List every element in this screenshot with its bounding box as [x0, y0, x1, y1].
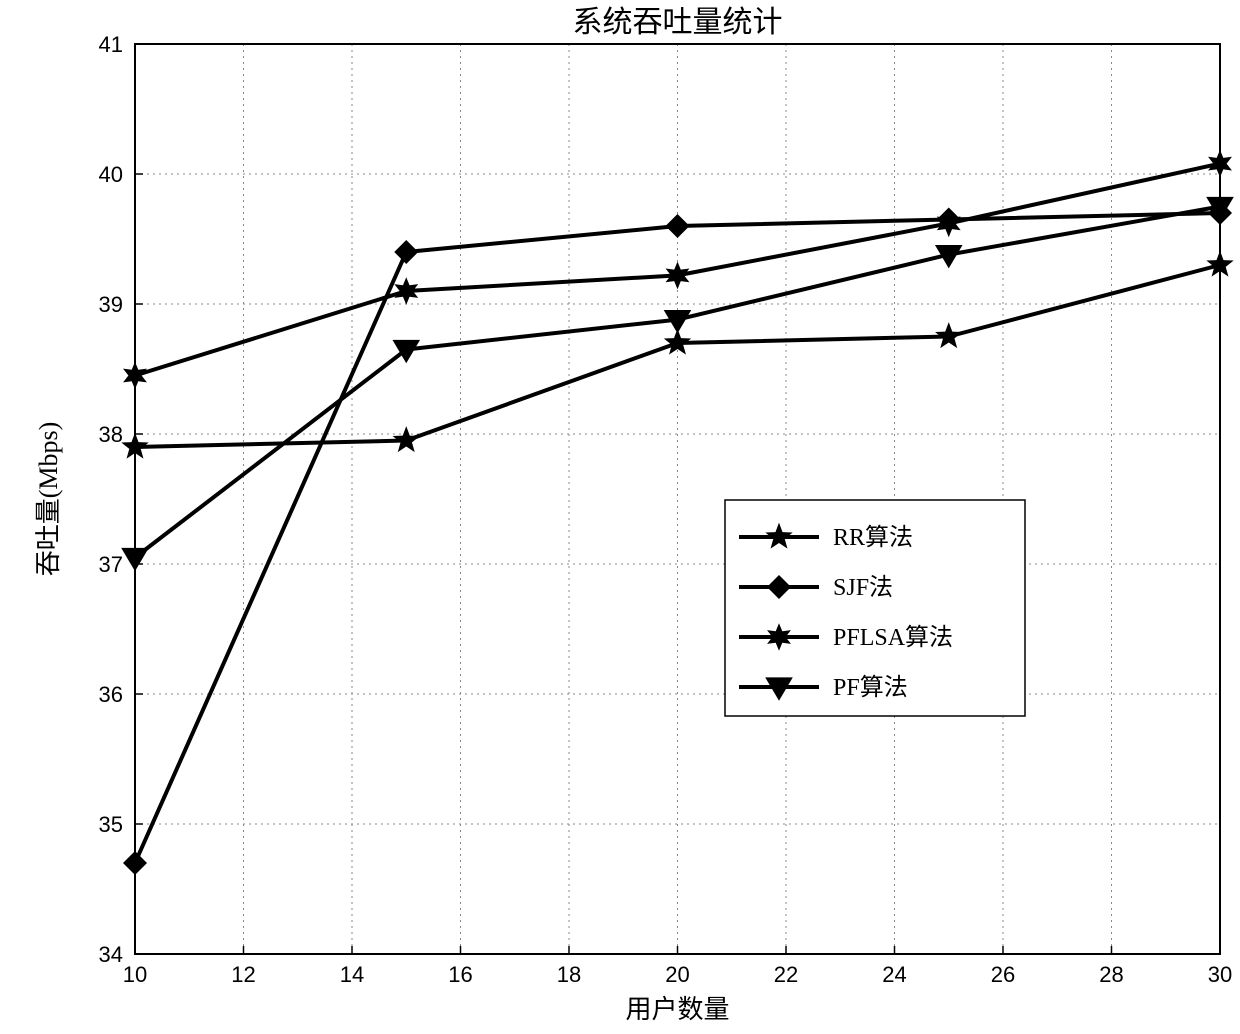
- y-tick-label: 40: [99, 162, 123, 187]
- y-tick-label: 39: [99, 292, 123, 317]
- y-tick-label: 35: [99, 812, 123, 837]
- x-tick-label: 26: [991, 962, 1015, 987]
- x-tick-label: 18: [557, 962, 581, 987]
- x-tick-label: 10: [123, 962, 147, 987]
- x-tick-label: 24: [882, 962, 906, 987]
- x-tick-label: 22: [774, 962, 798, 987]
- y-axis-label: 吞吐量(Mbps): [34, 422, 63, 577]
- x-tick-label: 12: [231, 962, 255, 987]
- legend-label: SJF法: [833, 574, 893, 601]
- legend-label: PFLSA算法: [833, 624, 953, 651]
- legend-label: PF算法: [833, 674, 908, 701]
- x-tick-label: 16: [448, 962, 472, 987]
- x-tick-label: 30: [1208, 962, 1232, 987]
- x-tick-label: 14: [340, 962, 364, 987]
- x-tick-label: 28: [1099, 962, 1123, 987]
- x-tick-label: 20: [665, 962, 689, 987]
- legend: RR算法 SJF法 PFLSA算法 PF算法: [725, 500, 1025, 716]
- y-tick-label: 36: [99, 682, 123, 707]
- legend-label: RR算法: [833, 524, 913, 551]
- y-tick-label: 38: [99, 422, 123, 447]
- y-tick-label: 41: [99, 32, 123, 57]
- x-axis-label: 用户数量: [625, 995, 729, 1024]
- y-tick-label: 34: [99, 942, 123, 967]
- chart-title: 系统吞吐量统计: [573, 6, 783, 39]
- throughput-chart: 10 12 14 16 18 20 22 24 26 28 30 34 35 36 37 38 39 40 41 用户…: [0, 0, 1240, 1034]
- y-tick-label: 37: [99, 552, 123, 577]
- chart-container: 10 12 14 16 18 20 22 24 26 28 30 34 35 36 37 38 39 40 41 用户…: [0, 0, 1240, 1034]
